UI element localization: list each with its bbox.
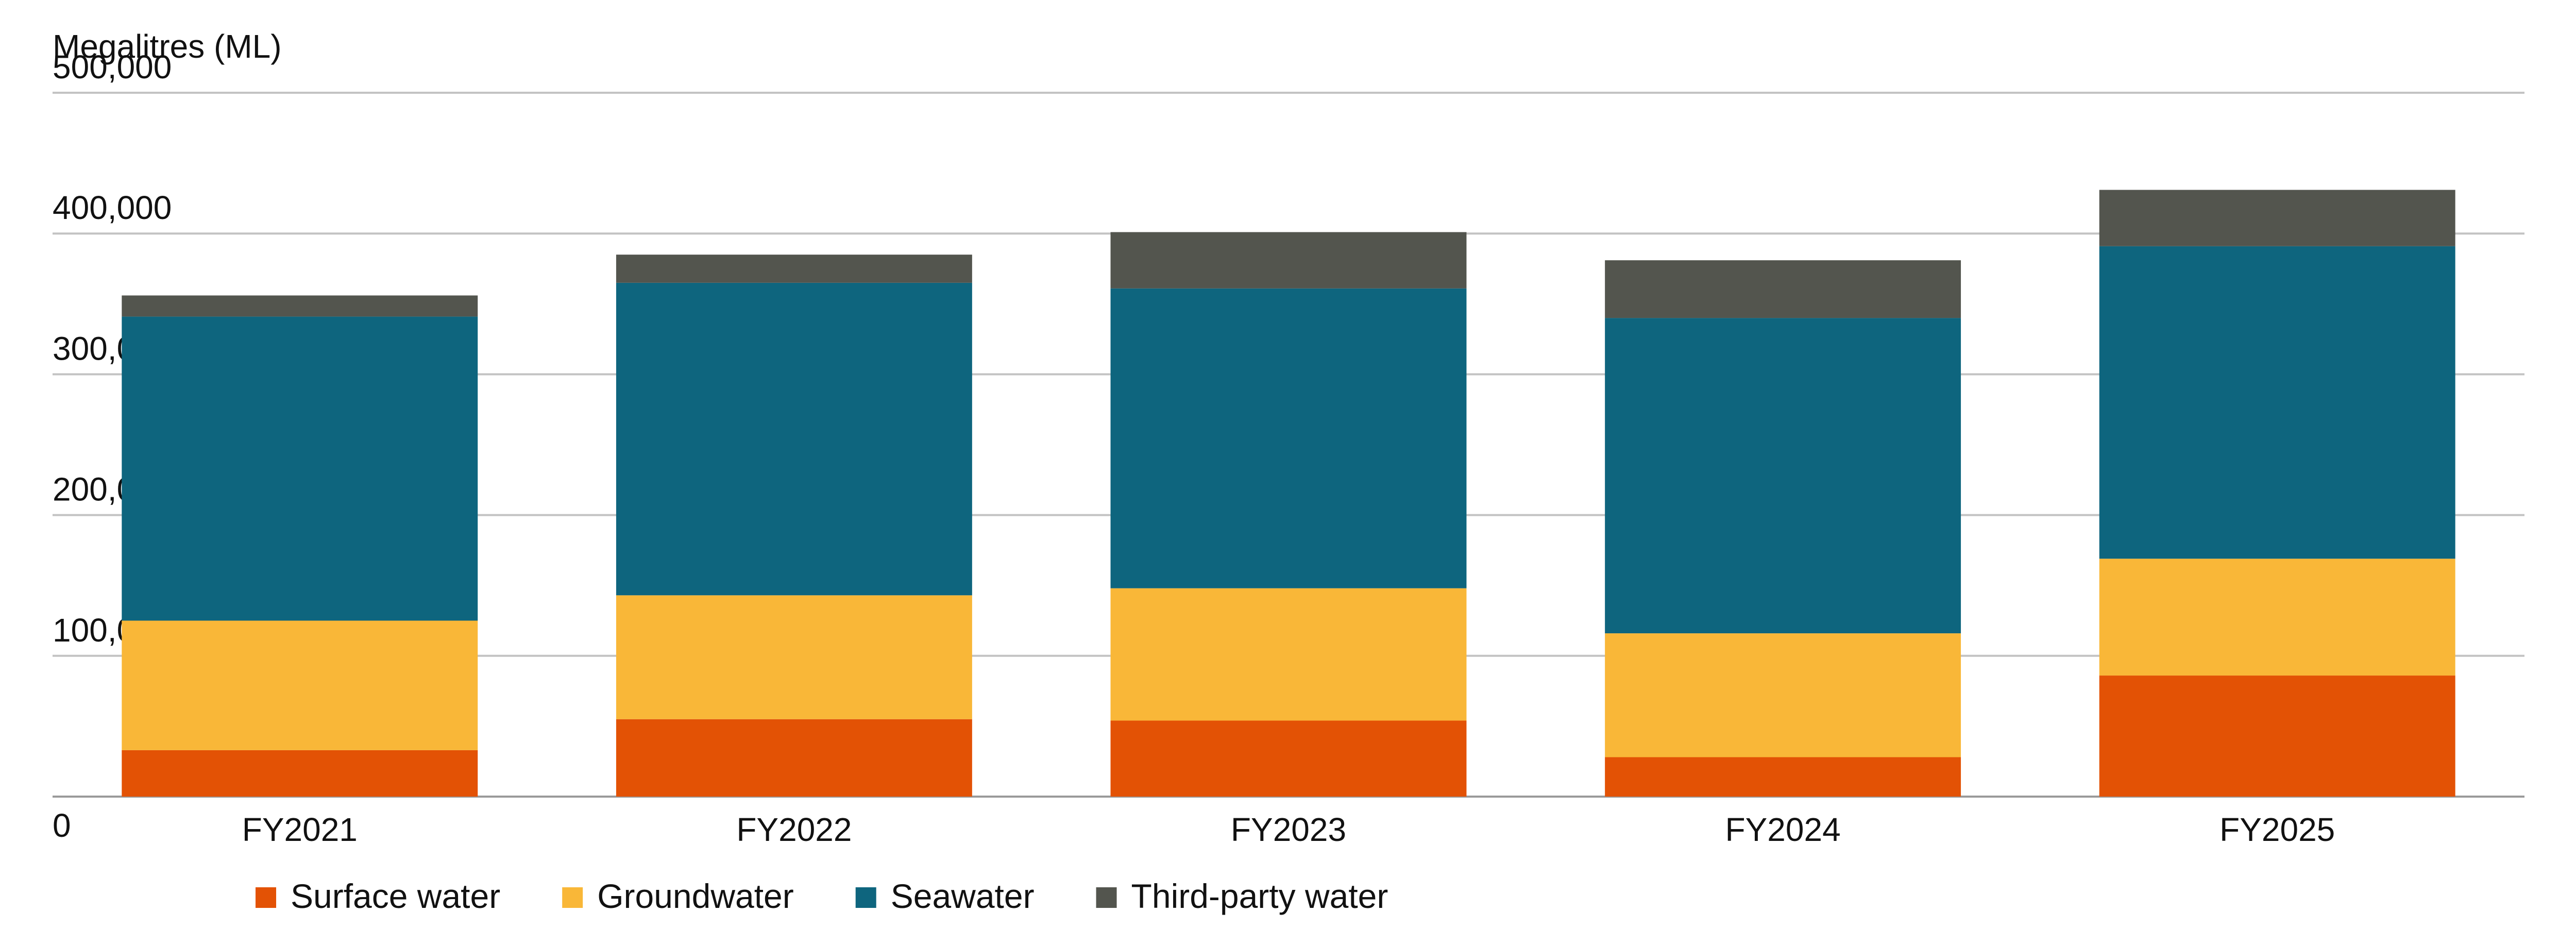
x-tick-labels: FY2021 FY2022 FY2023 FY2024 FY2025 (242, 811, 2335, 848)
y-tick-label: 500,000 (53, 48, 172, 86)
legend: Surface water Groundwater Seawater Third-pa… (256, 877, 1388, 915)
legend-swatch (562, 887, 583, 908)
bar-segment (1110, 588, 1467, 721)
bar-segment (1605, 757, 1961, 797)
bar-segment (616, 595, 972, 719)
bars (122, 190, 2455, 797)
bar-segment (1605, 260, 1961, 318)
legend-label: Third-party water (1131, 877, 1388, 915)
y-tick-label: 0 (53, 807, 71, 844)
legend-swatch (1096, 887, 1117, 908)
x-tick-label: FY2021 (242, 811, 358, 848)
bar-segment (122, 295, 478, 317)
bar-segment (616, 282, 972, 596)
x-tick-label: FY2024 (1725, 811, 1841, 848)
bar-segment (122, 316, 478, 621)
bar-segment (2099, 190, 2455, 246)
bar-segment (1110, 720, 1467, 797)
bar-segment (616, 255, 972, 283)
bar-segment (1605, 633, 1961, 757)
y-axis-title: Megalitres (ML) (53, 28, 282, 65)
legend-swatch (855, 887, 876, 908)
legend-label: Surface water (291, 877, 500, 915)
bar-segment (2099, 246, 2455, 559)
x-tick-label: FY2023 (1231, 811, 1346, 848)
x-tick-label: FY2025 (2219, 811, 2335, 848)
x-tick-label: FY2022 (736, 811, 852, 848)
bar-segment (1110, 232, 1467, 289)
bar-segment (616, 719, 972, 797)
y-tick-label: 400,000 (53, 189, 172, 226)
bar-segment (122, 620, 478, 750)
bar-segment (1605, 318, 1961, 634)
bar-segment (1110, 288, 1467, 588)
bar-segment (2099, 559, 2455, 676)
bar-segment (122, 750, 478, 797)
legend-swatch (256, 887, 276, 908)
legend-label: Seawater (891, 877, 1035, 915)
bar-segment (2099, 676, 2455, 797)
legend-label: Groundwater (597, 877, 794, 915)
